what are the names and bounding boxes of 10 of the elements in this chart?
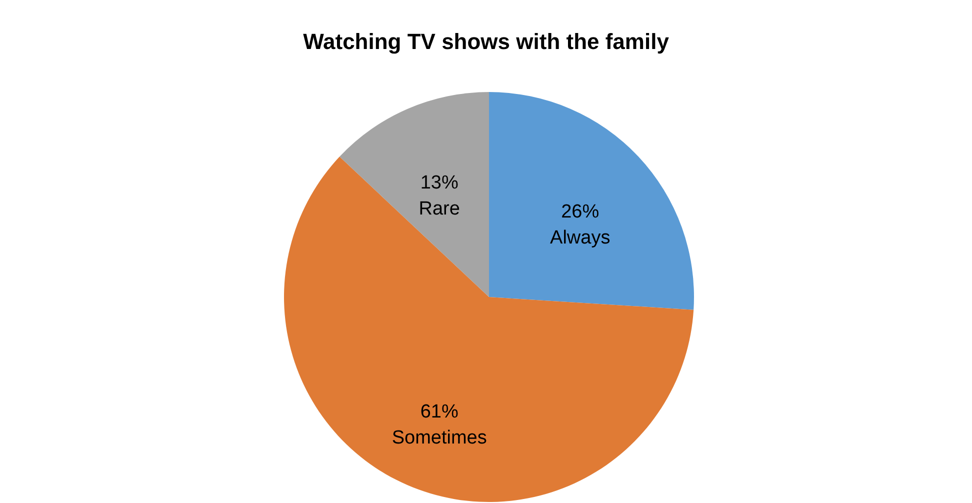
slice-label: Rare — [418, 198, 460, 220]
pie-slice — [284, 156, 694, 502]
pie-slice — [340, 92, 489, 297]
data-label: 26% — [561, 201, 600, 222]
chart-title: Watching TV shows with the family — [303, 29, 670, 54]
data-label: 13% — [420, 172, 458, 194]
data-label: 61% — [420, 402, 458, 423]
slice-label: Always — [550, 227, 610, 248]
slice-label: Sometimes — [392, 428, 487, 449]
pie-slice — [489, 92, 694, 310]
